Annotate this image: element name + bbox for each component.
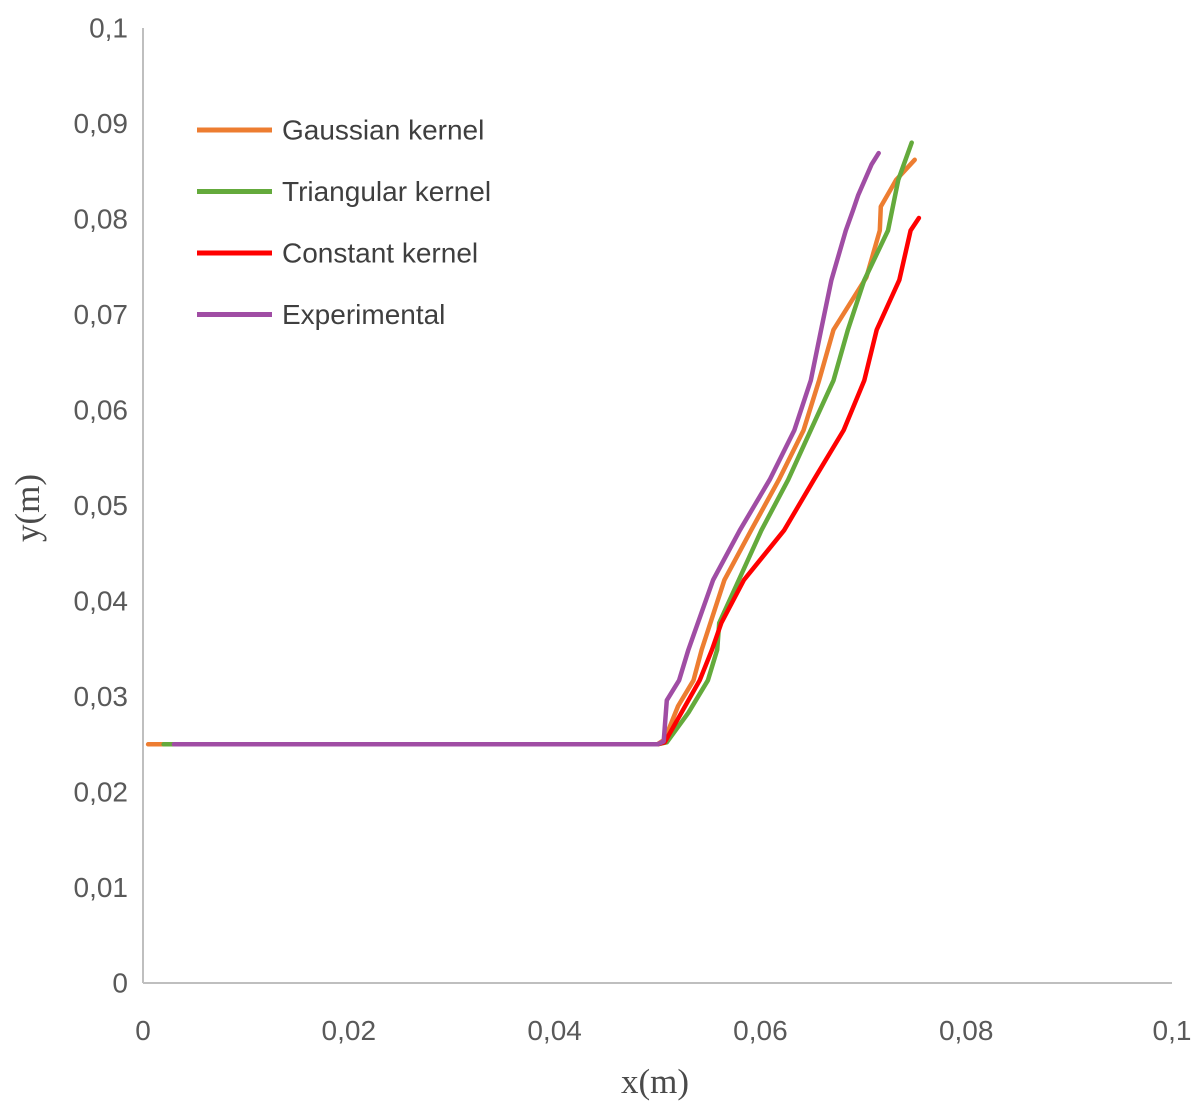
y-tick-label: 0,07 — [74, 299, 129, 330]
y-tick-label: 0,09 — [74, 108, 129, 139]
y-tick-label: 0,05 — [74, 490, 129, 521]
plot-series — [145, 140, 922, 747]
legend-item: Gaussian kernel — [197, 115, 484, 146]
legend-item: Constant kernel — [197, 238, 478, 269]
legend-label: Triangular kernel — [282, 176, 491, 207]
x-tick-label: 0,02 — [322, 1015, 377, 1046]
y-tick-label: 0,04 — [74, 586, 129, 617]
x-axis-tick-labels: 0 0,02 0,04 0,06 0,08 0,1 — [135, 1015, 1191, 1046]
y-tick-label: 0,1 — [89, 13, 128, 44]
y-axis-tick-labels: 0 0,01 0,02 0,03 0,04 0,05 0,06 0,07 0,08 0,09 0,1 — [74, 13, 129, 999]
x-tick-label: 0,06 — [733, 1015, 788, 1046]
x-tick-label: 0,08 — [939, 1015, 994, 1046]
legend-item: Triangular kernel — [197, 176, 491, 207]
series-triangular-kernel — [161, 140, 914, 747]
y-tick-label: 0,03 — [74, 681, 129, 712]
legend-item: Experimental — [197, 299, 445, 330]
y-tick-label: 0 — [112, 968, 128, 999]
y-tick-label: 0,08 — [74, 204, 129, 235]
legend-label: Experimental — [282, 299, 445, 330]
series-constant-kernel — [181, 215, 922, 747]
x-tick-label: 0,1 — [1153, 1015, 1192, 1046]
y-tick-label: 0,01 — [74, 872, 129, 903]
legend-label: Gaussian kernel — [282, 115, 484, 146]
series-gaussian-kernel — [145, 157, 917, 747]
y-tick-label: 0,02 — [74, 777, 129, 808]
x-axis-title: x(m) — [621, 1062, 689, 1101]
y-axis-title: y(m) — [8, 474, 47, 542]
x-tick-label: 0 — [135, 1015, 151, 1046]
series-experimental — [171, 150, 881, 747]
y-tick-label: 0,06 — [74, 395, 129, 426]
legend: Gaussian kernel Triangular kernel Constant… — [197, 115, 491, 330]
x-tick-label: 0,04 — [527, 1015, 582, 1046]
legend-label: Constant kernel — [282, 238, 478, 269]
